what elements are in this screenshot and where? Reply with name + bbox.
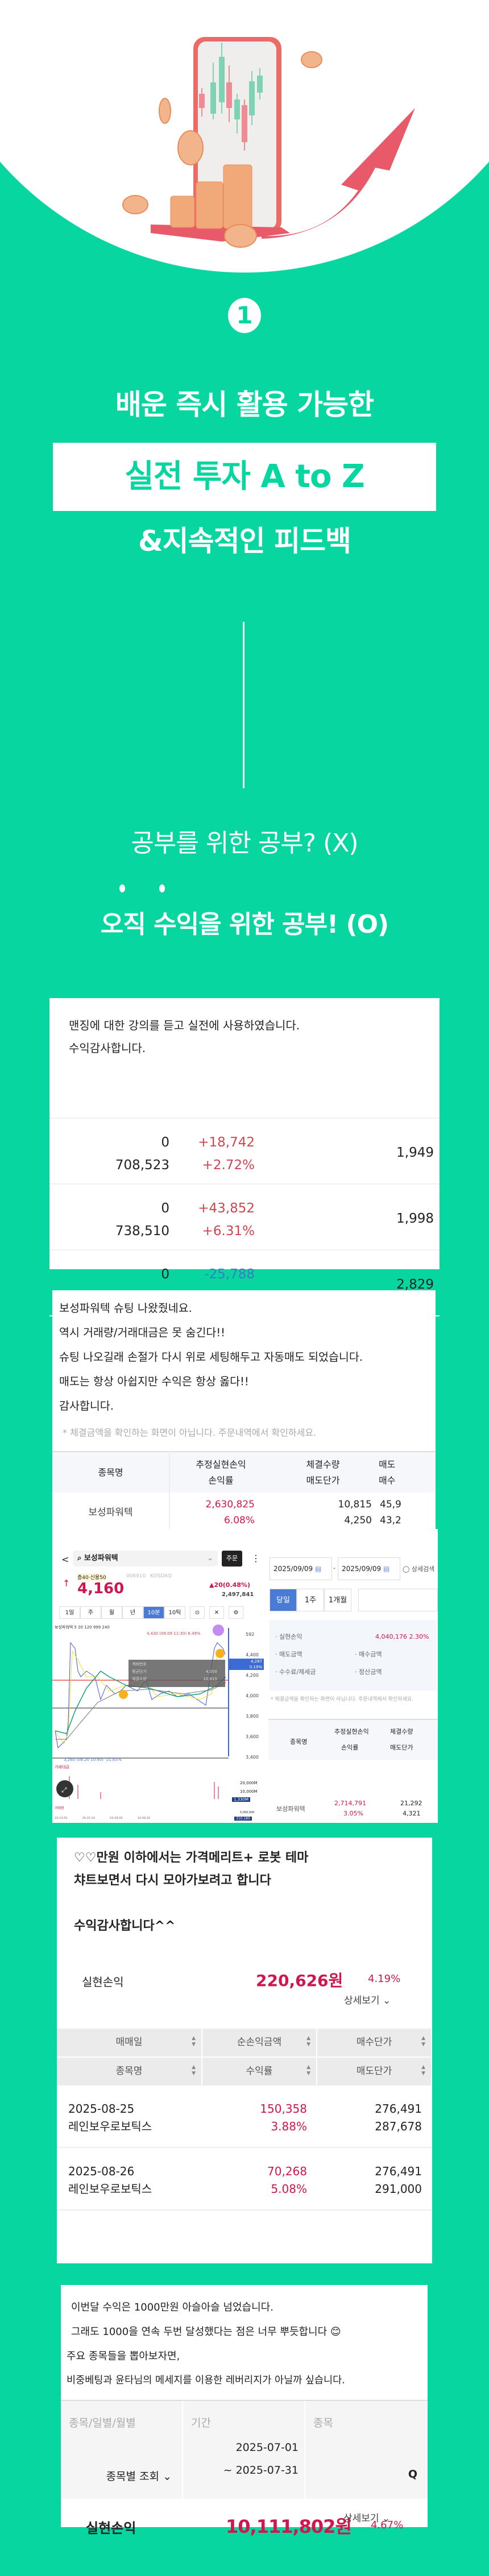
stock-search-field[interactable] (358, 1589, 438, 1611)
range-tab[interactable]: 1개월 (324, 1589, 351, 1611)
table-row: 보성파워텍 2,714,791 3.05% 21,292 4,321 (276, 1800, 422, 1817)
calendar-icon: ▤ (383, 1565, 390, 1573)
review-card-4: 이번달 수익은 1000만원 아슬아슬 넘었습니다. 그래도 1000을 연속 … (61, 2285, 428, 2537)
stock-search-input[interactable]: ⌕ 보성파워텍 ⌄ (73, 1551, 218, 1567)
y-tick-label: 3,400 (246, 1755, 259, 1760)
column-header[interactable]: 매매일 ▲ ▼ (57, 2029, 201, 2056)
review-card-3: ♡♡만원 이하에서는 가격메리트+ 로봇 테마 챠트보면서 다시 모아가보려고 … (57, 1838, 432, 2263)
range-tab[interactable]: 1주 (297, 1589, 324, 1611)
review-text: 보성파워텍 슈팅 나왔줬네요. 역시 거래량/거래대금은 못 숨긴다!! 슈팅 … (59, 1302, 363, 1412)
gear-icon[interactable]: ⚙ (229, 1606, 243, 1619)
back-icon[interactable]: < (61, 1554, 69, 1565)
range-tab[interactable]: 당일 (270, 1589, 297, 1611)
stock-phone-illustration (122, 37, 415, 248)
drawing-icon[interactable]: ✕ (209, 1606, 224, 1619)
review-card-2: 보성파워텍 슈팅 나왔줬네요. 역시 거래량/거래대금은 못 숨긴다!! 슈팅 … (52, 1290, 436, 1529)
trade-table: 종목명 추정실현손익 손익률 체결수량 매도단가 매도 매수 보성파워텍 2,630,… (52, 1451, 436, 1529)
sort-icon: ▲ ▼ (306, 2035, 310, 2047)
chevron-down-icon: ⌄ (382, 2513, 391, 2524)
y-tick-label: 4,200 (246, 1673, 259, 1678)
trade-history-app: 2025/09/09 ▤ - 2025/09/09 ▤ ◯ 상세검색 당일 1주 1… (267, 1529, 438, 1823)
expand-icon[interactable]: ⤢ (61, 1786, 67, 1794)
stock-chart-app: < ⌕ 보성파워텍 ⌄ 주문 ⋮ 증40·신용50 006910 KOSDAQ ↑… (52, 1529, 267, 1823)
realized-pl-summary: 실현손익 220,626원 4.19% (82, 1971, 401, 1990)
period-tab[interactable]: 10분 (143, 1606, 164, 1619)
period-tab[interactable]: 월 (101, 1606, 122, 1619)
column-header[interactable]: 매도단가 ▲ ▼ (317, 2058, 431, 2085)
table-row: 0 738,510 +43,852 +6.31% 1,998 (49, 1185, 440, 1250)
hero-title-line2: 실전 투자 A to Z (125, 458, 364, 495)
sort-icon: ▲ ▼ (192, 2035, 196, 2047)
x-tick-label: 26-15:10 (82, 1817, 96, 1820)
filter-bar: 종목/일별/월별 종목별 조회 ⌄ 기간 2025-07-01 ~ 2025-07-3… (61, 2400, 428, 2499)
table-row: 0 708,523 +18,742 +2.72% 1,949 (49, 1119, 440, 1185)
table-row: 2025-08-26 레인보우로보틱스 70,268 5.08% 276,491 29… (57, 2148, 432, 2211)
search-icon: ⌕ (77, 1554, 84, 1563)
chevron-down-icon: ⌄ (382, 1995, 391, 2006)
column-header[interactable]: 매수단가 ▲ ▼ (317, 2029, 431, 2056)
table-row: 2025-08-25 레인보우로보틱스 150,358 3.88% 276,491 2… (57, 2085, 432, 2148)
x-tick-label: 03-09:00 (110, 1817, 123, 1820)
x-tick-label: 19-14:50 (55, 1817, 68, 1820)
summary-box: · 실현손익 4,040,176 2.30% · 매도금액 · 매수금액 · 수수료… (270, 1620, 437, 1690)
period-tab[interactable]: 주 (80, 1606, 101, 1619)
y-tick-label: 592 (246, 1632, 255, 1637)
step-number-badge: 1 (228, 291, 261, 355)
current-price: 4,160 (77, 1580, 125, 1597)
sort-icon: ▲ ▼ (306, 2064, 310, 2076)
order-button[interactable]: 주문 (222, 1551, 242, 1567)
y-tick-label: 4,000 (246, 1693, 259, 1698)
hero-title-line1: 배운 즉시 활용 가능한 (115, 388, 374, 421)
hero-title-highlight-box: 실전 투자 A to Z (53, 443, 436, 511)
y-tick-label: 3,800 (246, 1714, 259, 1719)
up-arrow-icon: ↑ (63, 1578, 71, 1589)
review-text: 맨징에 대한 강의를 듣고 실전에 사용하였습니다. 수익감사합니다. (49, 998, 440, 1119)
position-tooltip: 계좌번호 평균단가 4,000 체결수량 10,815 (132, 1662, 217, 1681)
period-field[interactable]: 기간 2025-07-01 ~ 2025-07-31 (183, 2401, 304, 2499)
date-to-input[interactable]: 2025/09/09 ▤ (338, 1557, 400, 1580)
chevron-down-icon: ⌄ (163, 2470, 172, 2483)
divider-line (243, 622, 244, 788)
sort-icon: ▲ ▼ (421, 2035, 425, 2047)
trade-screenshot: < ⌕ 보성파워텍 ⌄ 주문 ⋮ 증40·신용50 006910 KOSDAQ ↑… (52, 1529, 438, 1823)
sort-icon: ▲ ▼ (192, 2064, 196, 2076)
hero-title-line3: &지속적인 피드백 (138, 525, 351, 558)
date-from-input[interactable]: 2025/09/09 ▤ (270, 1557, 332, 1580)
review-text: ♡♡만원 이하에서는 가격메리트+ 로봇 테마 챠트보면서 다시 모아가보려고 … (74, 1851, 309, 1933)
tagline-line2: 오직 수익을 위한 공부! (O) (100, 910, 389, 939)
target-icon[interactable]: ⊙ (190, 1606, 205, 1619)
more-menu-icon[interactable]: ⋮ (251, 1553, 260, 1564)
column-header[interactable]: 종목명 ▲ ▼ (57, 2058, 201, 2085)
detail-search-checkbox[interactable]: ◯ 상세검색 (403, 1565, 435, 1573)
detail-view-button[interactable]: 상세보기 ⌄ (343, 2513, 391, 2524)
chevron-down-icon: ⌄ (207, 1554, 213, 1563)
volume-amount-chart (56, 1776, 219, 1799)
x-tick-label: 10-09:20 (137, 1817, 151, 1820)
period-tab[interactable]: 년 (122, 1606, 143, 1619)
detail-view-button[interactable]: 상세보기 ⌄ (344, 1995, 391, 2006)
view-type-select[interactable]: 종목/일별/월별 종목별 조회 ⌄ (61, 2401, 182, 2499)
price-chart (52, 1624, 229, 1759)
sort-icon: ▲ ▼ (421, 2064, 425, 2076)
period-tab[interactable]: 1일 (59, 1606, 80, 1619)
period-tab[interactable]: 10틱 (164, 1606, 185, 1619)
realized-pl-summary: 실현손익 10,111,802원 4.67% (86, 2516, 404, 2537)
trade-note: * 체결금액을 확인하는 화면이 아닙니다. 주문내역에서 확인하세요. (63, 1427, 317, 1438)
column-header[interactable]: 수익률 ▲ ▼ (202, 2058, 316, 2085)
calendar-icon: ▤ (315, 1565, 322, 1573)
tagline-line1: 공부를 위한 공부? (X) (131, 829, 358, 858)
current-price-marker: 4,287 0.19% (229, 1659, 264, 1670)
stock-field[interactable]: 종목 Q (305, 2401, 428, 2499)
emphasis-dot (159, 884, 165, 892)
review-card-1: 맨징에 대한 강의를 듣고 실전에 사용하였습니다. 수익감사합니다. 0 708… (49, 998, 440, 1316)
column-header[interactable]: 순손익금액 ▲ ▼ (202, 2029, 316, 2056)
y-tick-label: 4,400 (246, 1652, 259, 1657)
table-row: 보성파워텍 2,630,825 6.08% 10,815 4,250 45,9 43,… (52, 1493, 436, 1529)
y-tick-label: 3,600 (246, 1734, 259, 1739)
emphasis-dot (119, 884, 125, 892)
search-icon[interactable]: Q (408, 2468, 417, 2481)
trade-table-header: 종목명 추정실현손익 손익률 체결수량 매도단가 (268, 1719, 438, 1760)
review-text: 이번달 수익은 1000만원 아슬아슬 넘었습니다. 그래도 1000을 연속 … (67, 2301, 345, 2386)
smile-emoji-icon: 😊 (327, 2326, 341, 2338)
